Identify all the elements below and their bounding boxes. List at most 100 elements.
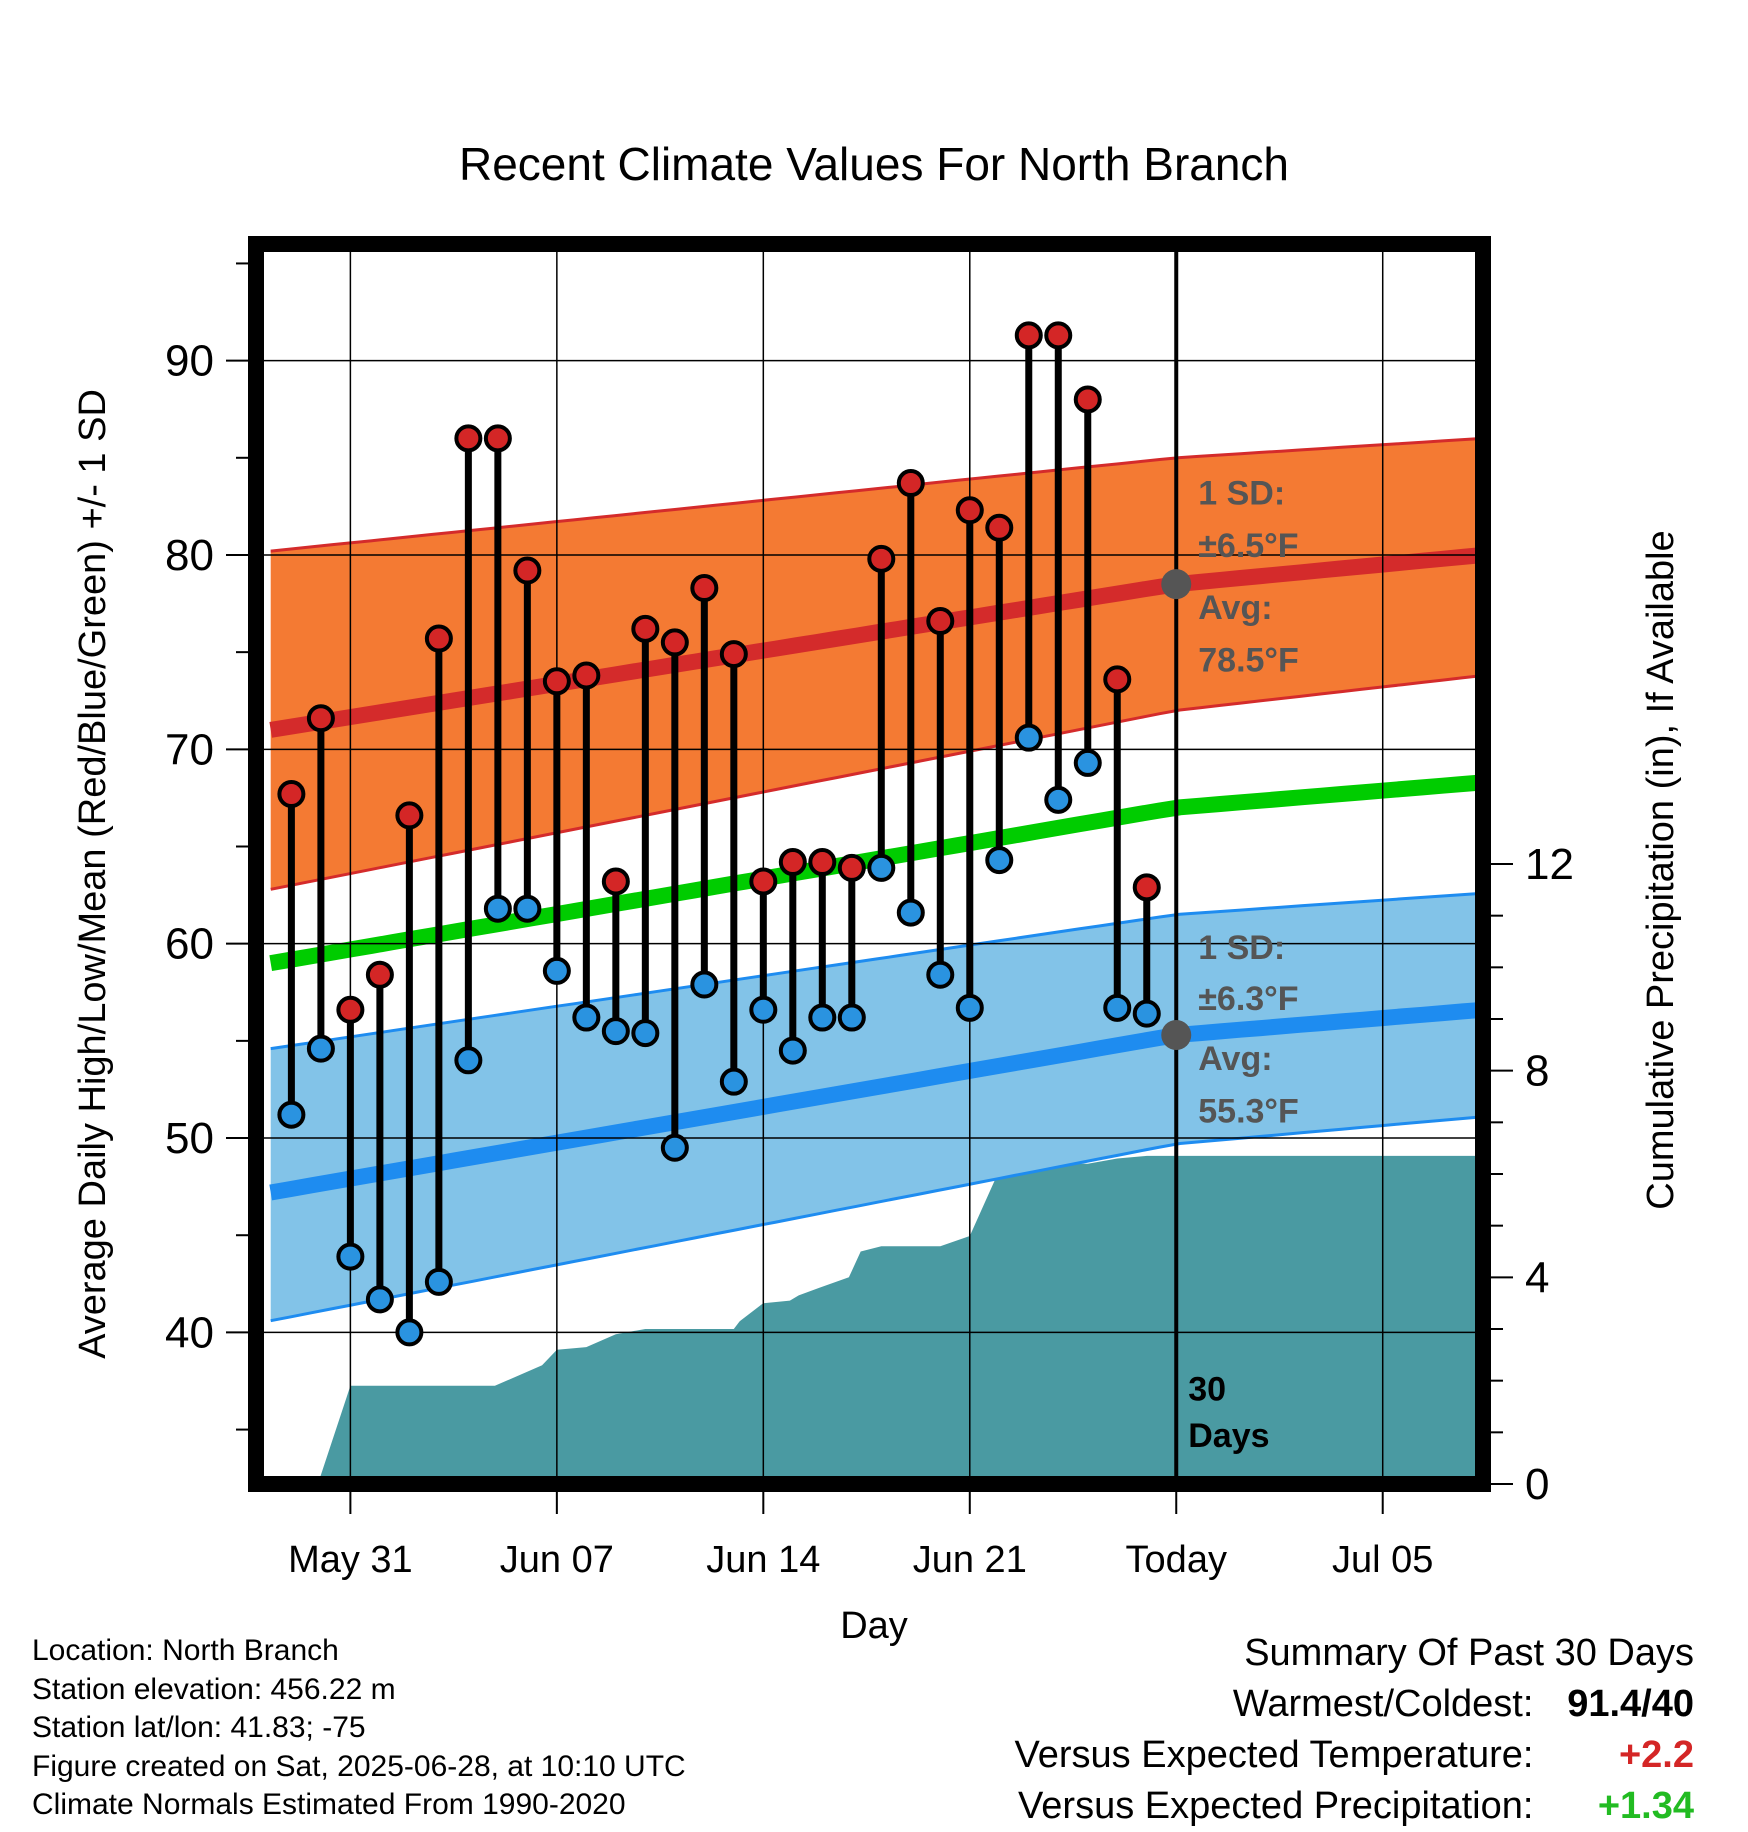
precip-area bbox=[317, 1155, 1483, 1484]
info-location: Location: North Branch bbox=[32, 1634, 339, 1667]
daily-high-marker bbox=[454, 424, 483, 453]
summary-temp: Versus Expected Temperature: +2.2 bbox=[794, 1730, 1694, 1781]
daily-high-marker bbox=[837, 853, 866, 882]
low-sd-label: 1 SD: bbox=[1198, 929, 1285, 967]
daily-high-marker bbox=[631, 614, 660, 643]
plot-area: 1 SD: ±6.5°F Avg: 78.5°F 1 SD: ±6.3°F Avg: 55.3… bbox=[165, 236, 1574, 1581]
daily-low-marker bbox=[601, 1017, 630, 1046]
daily-low-marker bbox=[542, 956, 571, 985]
daily-low-marker bbox=[454, 1046, 483, 1075]
y2-tick-label: 12 bbox=[1525, 840, 1574, 889]
daily-high-marker bbox=[1132, 873, 1161, 902]
daily-low-marker bbox=[513, 894, 542, 923]
daily-high-marker bbox=[1073, 385, 1102, 414]
high-sd-band bbox=[270, 438, 1484, 890]
daily-low-marker bbox=[896, 898, 925, 927]
info-normals: Climate Normals Estimated From 1990-2020 bbox=[32, 1788, 626, 1821]
x-tick-label: Jun 21 bbox=[913, 1539, 1027, 1581]
daily-high-marker bbox=[867, 544, 896, 573]
warm-cold-label: Warmest/Coldest: bbox=[1232, 1683, 1534, 1725]
daily-high-marker bbox=[690, 574, 719, 603]
y-axis-label: Average Daily High/Low/Mean (Red/Blue/Gr… bbox=[72, 389, 114, 1359]
daily-high-marker bbox=[395, 801, 424, 830]
warm-cold-value: 91.4/40 bbox=[1567, 1683, 1694, 1725]
y-tick-label: 40 bbox=[165, 1308, 214, 1357]
daily-low-marker bbox=[660, 1133, 689, 1162]
daily-high-marker bbox=[306, 704, 335, 733]
daily-low-marker bbox=[572, 1003, 601, 1032]
low-sd-value: ±6.3°F bbox=[1198, 980, 1298, 1018]
daily-low-marker bbox=[867, 853, 896, 882]
plot-frame bbox=[248, 236, 1491, 1492]
daily-high-marker bbox=[749, 867, 778, 896]
chart-title: Recent Climate Values For North Branch bbox=[459, 138, 1289, 190]
high-avg-value: 78.5°F bbox=[1198, 642, 1299, 680]
daily-high-marker bbox=[778, 848, 807, 877]
daily-high-marker bbox=[365, 960, 394, 989]
daily-low-marker bbox=[424, 1267, 453, 1296]
daily-low-marker bbox=[631, 1019, 660, 1048]
y2-tick-label: 8 bbox=[1525, 1047, 1549, 1096]
daily-high-marker bbox=[542, 667, 571, 696]
daily-low-marker bbox=[808, 1003, 837, 1032]
daily-high-marker bbox=[896, 469, 925, 498]
daily-low-marker bbox=[365, 1285, 394, 1314]
today-count-number: 30 bbox=[1188, 1370, 1226, 1408]
summary-panel: Summary Of Past 30 Days Warmest/Coldest:… bbox=[794, 1628, 1694, 1832]
high-avg-label: Avg: bbox=[1198, 589, 1272, 627]
low-normal-line bbox=[269, 1001, 1484, 1201]
daily-low-marker bbox=[985, 846, 1014, 875]
high-avg-marker bbox=[1161, 569, 1192, 600]
high-sd-value: ±6.5°F bbox=[1198, 527, 1298, 565]
y-tick-label: 50 bbox=[165, 1114, 214, 1163]
daily-high-marker bbox=[1014, 321, 1043, 350]
daily-low-marker bbox=[926, 960, 955, 989]
daily-low-marker bbox=[306, 1034, 335, 1063]
high-sd-label: 1 SD: bbox=[1198, 474, 1285, 512]
low-avg-label: Avg: bbox=[1198, 1040, 1272, 1078]
summary-warm-cold: Warmest/Coldest: 91.4/40 bbox=[794, 1679, 1694, 1730]
daily-high-marker bbox=[601, 867, 630, 896]
daily-low-marker bbox=[277, 1100, 306, 1129]
today-count-label: Days bbox=[1188, 1417, 1269, 1455]
y-tick-label: 90 bbox=[165, 337, 214, 386]
high-lower-edge bbox=[270, 674, 1484, 891]
daily-high-marker bbox=[513, 556, 542, 585]
y2-axis-label: Cumulative Precipitation (in), If Availa… bbox=[1640, 530, 1682, 1209]
daily-low-marker bbox=[1073, 748, 1102, 777]
daily-high-marker bbox=[719, 640, 748, 669]
daily-high-marker bbox=[1044, 321, 1073, 350]
x-tick-label: May 31 bbox=[288, 1539, 413, 1581]
daily-low-marker bbox=[1132, 999, 1161, 1028]
daily-high-marker bbox=[1103, 665, 1132, 694]
x-tick-label: Today bbox=[1126, 1539, 1227, 1581]
summary-title: Summary Of Past 30 Days bbox=[1244, 1632, 1694, 1674]
daily-high-marker bbox=[660, 628, 689, 657]
y2-tick-label: 4 bbox=[1525, 1253, 1549, 1302]
daily-low-marker bbox=[336, 1242, 365, 1271]
daily-low-marker bbox=[778, 1036, 807, 1065]
daily-low-marker bbox=[749, 995, 778, 1024]
daily-low-marker bbox=[1103, 993, 1132, 1022]
temp-anomaly-label: Versus Expected Temperature: bbox=[1014, 1734, 1534, 1776]
high-normal-line bbox=[269, 547, 1484, 738]
y-tick-label: 60 bbox=[165, 920, 214, 969]
low-lower-edge bbox=[270, 1115, 1484, 1323]
low-upper-edge bbox=[270, 891, 1484, 1051]
y-tick-label: 70 bbox=[165, 725, 214, 774]
daily-high-marker bbox=[926, 607, 955, 636]
y2-tick-label: 0 bbox=[1525, 1460, 1549, 1509]
daily-high-marker bbox=[424, 624, 453, 653]
daily-high-marker bbox=[985, 513, 1014, 542]
low-avg-value: 55.3°F bbox=[1198, 1092, 1299, 1130]
daily-low-marker bbox=[955, 993, 984, 1022]
daily-high-marker bbox=[483, 424, 512, 453]
x-tick-label: Jul 05 bbox=[1332, 1539, 1433, 1581]
daily-high-marker bbox=[572, 661, 601, 690]
temp-anomaly-value: +2.2 bbox=[1618, 1734, 1694, 1776]
x-axis-label: Day bbox=[840, 1605, 908, 1647]
low-avg-marker bbox=[1161, 1020, 1192, 1051]
x-tick-label: Jun 07 bbox=[500, 1539, 614, 1581]
high-upper-edge bbox=[270, 436, 1484, 553]
